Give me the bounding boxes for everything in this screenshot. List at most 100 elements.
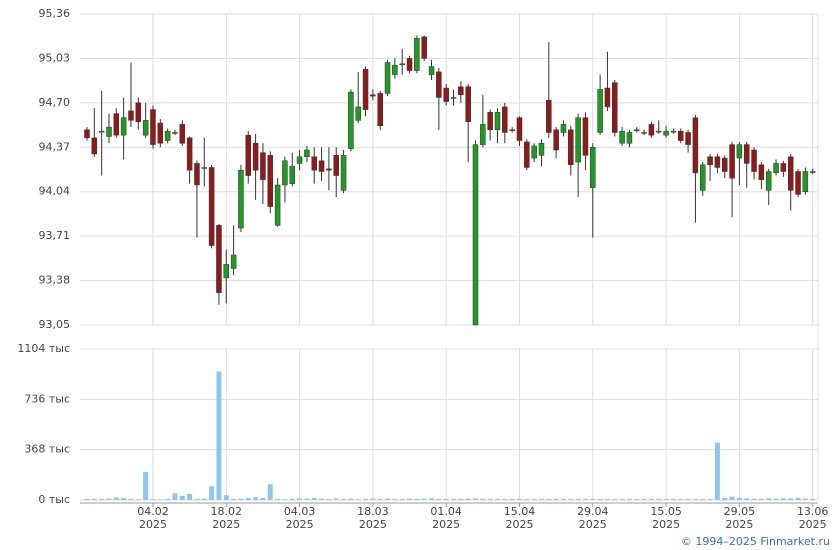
candle-body: [208, 167, 215, 246]
volume-bar: [758, 498, 764, 500]
volume-bar: [194, 498, 200, 500]
candle-body: [348, 91, 354, 149]
candle-body: [670, 130, 677, 133]
candle-body: [663, 130, 669, 136]
volume-bar: [157, 499, 163, 500]
x-tick-year: 2025: [579, 518, 607, 531]
volume-bar: [377, 498, 383, 500]
volume-bar: [165, 498, 171, 500]
candle-body: [538, 142, 545, 156]
volume-bar: [773, 498, 779, 500]
volume-bar: [502, 498, 508, 500]
volume-bar: [113, 497, 119, 500]
volume-bar: [407, 498, 413, 500]
y2-tick-label: 1104 тыс: [17, 342, 70, 355]
volume-bar: [560, 498, 566, 500]
volume-bar: [714, 442, 720, 500]
volume-bar: [106, 498, 112, 500]
volume-bar: [201, 498, 207, 500]
volume-bar: [275, 498, 281, 500]
x-tick-year: 2025: [432, 518, 460, 531]
y-tick-label: 93,05: [39, 318, 71, 331]
candle-body: [377, 93, 383, 126]
volume-bar: [670, 498, 676, 500]
candle-body: [238, 169, 244, 229]
x-tick-label: 18.02: [211, 505, 243, 518]
candle-body: [443, 87, 449, 102]
volume-bar: [678, 498, 684, 500]
candle-body: [553, 129, 559, 151]
candle-body: [399, 63, 405, 66]
y-tick-label: 94,37: [39, 140, 71, 153]
candle-body: [150, 109, 156, 145]
volume-bar: [443, 498, 449, 500]
x-tick-label: 15.04: [504, 505, 536, 518]
x-tick-label: 18.03: [357, 505, 389, 518]
volume-bar: [187, 493, 193, 500]
volume-bar: [795, 497, 801, 500]
volume-bar: [311, 497, 317, 500]
candle-body: [743, 144, 750, 164]
volume-bar: [516, 498, 522, 500]
candle-body: [172, 132, 178, 134]
candle-body: [458, 86, 464, 96]
candle-body: [421, 36, 427, 59]
candle-body: [106, 126, 112, 137]
volume-bar: [260, 497, 266, 500]
volume-bar: [209, 486, 215, 500]
volume-bar: [150, 499, 156, 500]
candle-body: [795, 171, 801, 195]
y-tick-label: 93,71: [39, 229, 71, 242]
candle-body: [656, 130, 662, 133]
candle-body: [509, 129, 515, 132]
y2-tick-label: 736 тыс: [24, 392, 70, 405]
volume-bar: [333, 498, 339, 500]
candle-body: [531, 145, 537, 159]
volume-bar: [282, 499, 288, 500]
candle-body: [414, 37, 420, 71]
volume-bar: [99, 498, 105, 500]
candle-body: [692, 117, 699, 174]
volume-bar: [685, 498, 691, 500]
candle-body: [736, 144, 743, 159]
candle-body: [128, 110, 134, 121]
volume-bar: [766, 498, 772, 500]
candle-body: [502, 106, 508, 133]
volume-bar: [143, 471, 149, 500]
y-tick-label: 94,70: [39, 96, 71, 109]
volume-bar: [575, 498, 581, 500]
candle-body: [406, 58, 413, 71]
candle-body: [751, 149, 757, 172]
volume-bar: [692, 498, 698, 500]
candle-body: [714, 156, 721, 168]
candle-body: [194, 163, 200, 186]
volume-bar: [297, 498, 303, 500]
candle-body: [326, 168, 332, 171]
candle-body: [699, 164, 706, 191]
volume-bar: [546, 498, 552, 500]
volume-bar: [480, 498, 486, 500]
candle-body: [809, 171, 816, 173]
volume-bar: [744, 498, 750, 500]
volume-bar: [648, 498, 654, 500]
candle-body: [370, 94, 376, 97]
volume-bar: [487, 498, 493, 500]
candle-body: [98, 130, 105, 133]
candle-body: [494, 112, 501, 131]
volume-bar: [326, 498, 332, 500]
candle-body: [634, 129, 640, 132]
volume-bar: [582, 498, 588, 500]
candle-body: [252, 142, 259, 171]
y-tick-label: 93,38: [39, 274, 71, 287]
volume-bar: [121, 497, 127, 500]
volume-bar: [729, 496, 735, 500]
volume-bar: [253, 497, 259, 500]
candle-body: [142, 120, 149, 136]
candle-body: [480, 124, 486, 145]
y-tick-label: 94,04: [39, 185, 71, 198]
y2-tick-label: 368 тыс: [24, 443, 70, 456]
candle-body: [384, 62, 391, 94]
volume-bar: [363, 498, 369, 500]
volume-bar: [597, 498, 603, 500]
candle-body: [802, 171, 809, 192]
